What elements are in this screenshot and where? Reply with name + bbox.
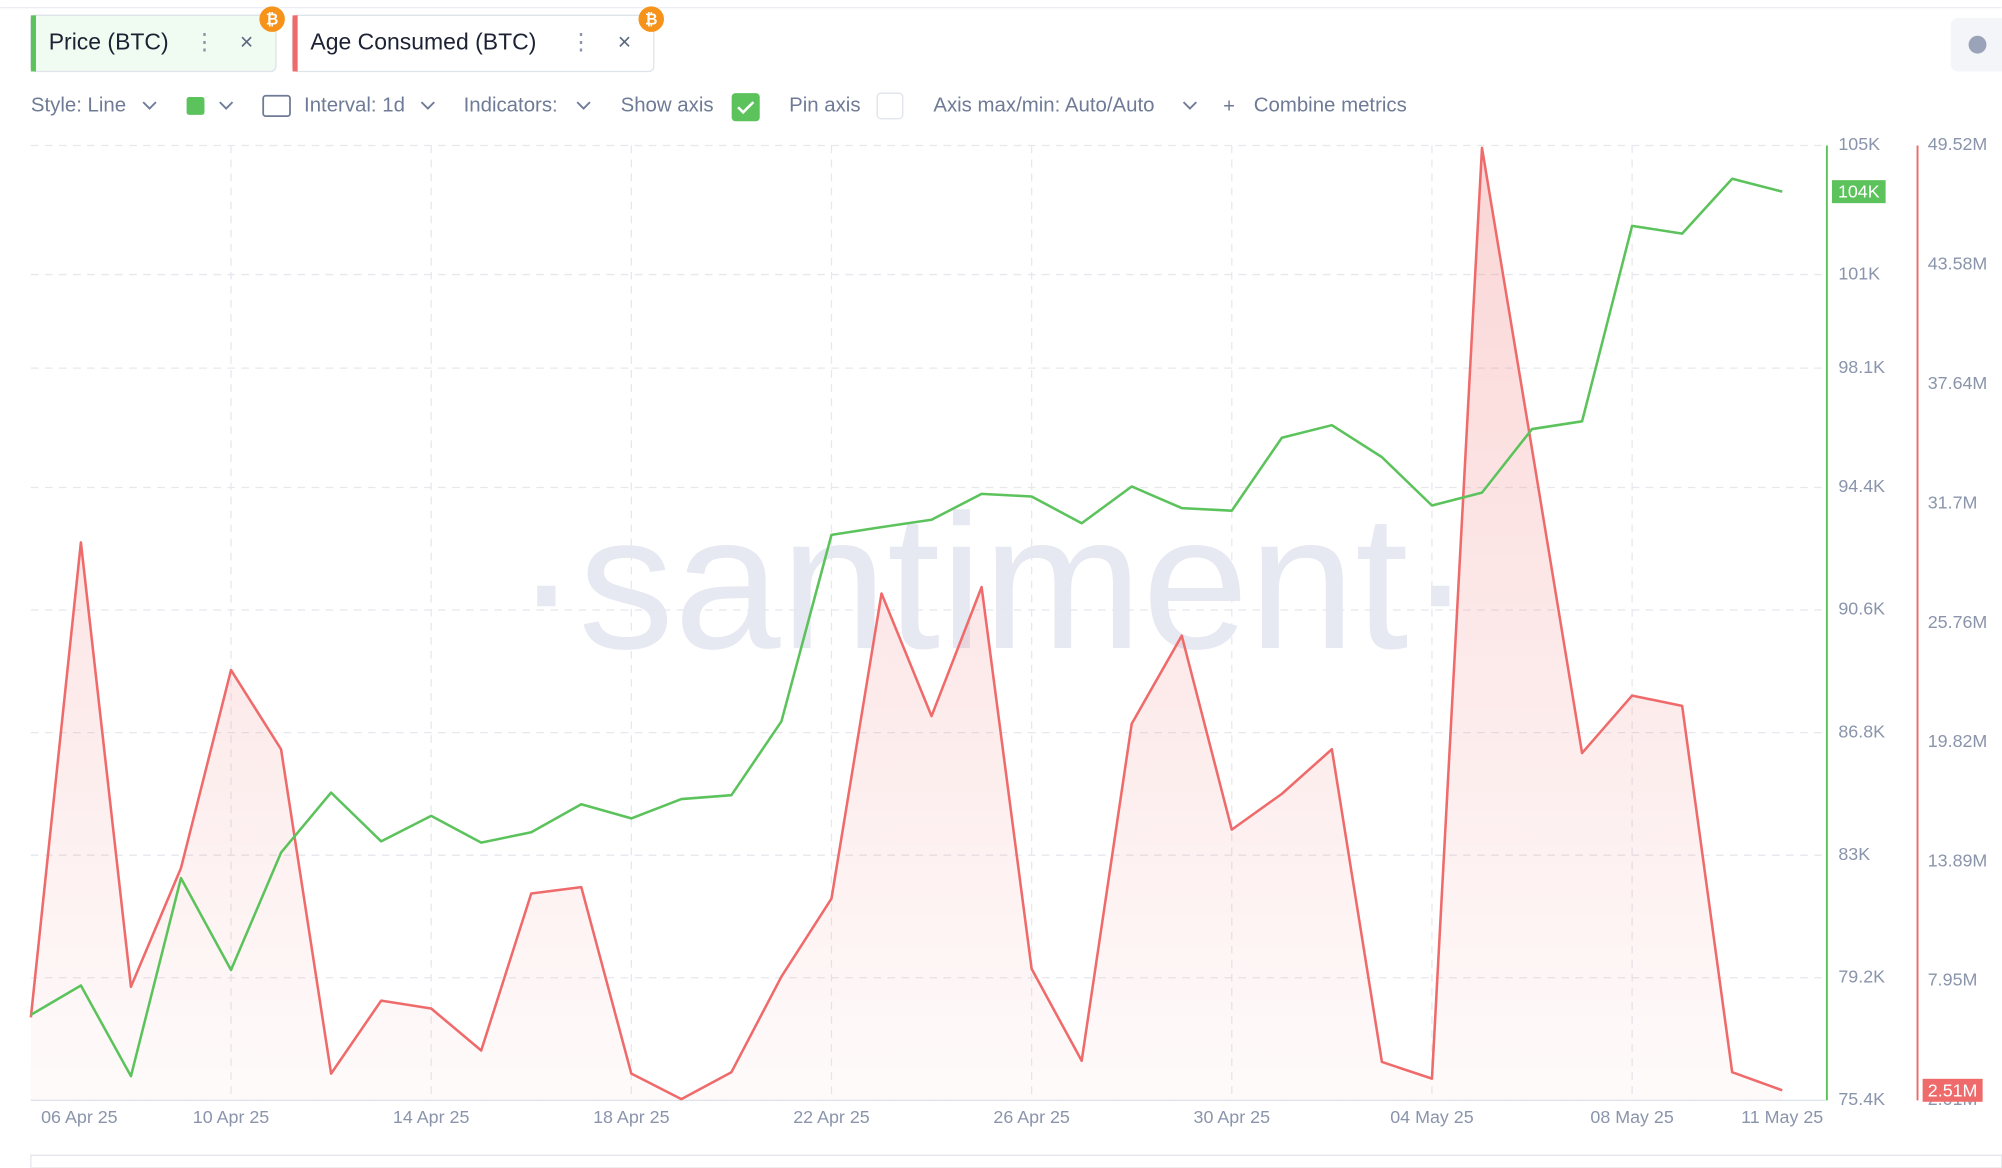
btc-icon bbox=[259, 6, 285, 32]
indicators-select[interactable]: Indicators: bbox=[464, 94, 558, 116]
y-tick-label: 86.8K bbox=[1838, 721, 1885, 741]
interval-icon bbox=[262, 94, 291, 118]
x-tick-label: 18 Apr 25 bbox=[593, 1107, 670, 1127]
chart: ·santiment· 105K 101K 98.1K 94.4K 90.6K 86.8K… bbox=[29, 134, 1988, 1127]
toggle-dot bbox=[1968, 35, 1987, 54]
combine-metrics[interactable]: Combine metrics bbox=[1254, 94, 1407, 116]
y-tick-label: 90.6K bbox=[1838, 599, 1885, 619]
chevron bbox=[420, 101, 435, 110]
y2-tick-label: 25.76M bbox=[1928, 612, 1988, 632]
plus-icon: + bbox=[1223, 96, 1235, 118]
pin-axis-label[interactable]: Pin axis bbox=[789, 94, 860, 116]
y2-tick-label: 49.52M bbox=[1928, 134, 1988, 154]
x-tick-label: 10 Apr 25 bbox=[193, 1107, 270, 1127]
tab[interactable]: Price (BTC) ⋮ × ₿ bbox=[30, 6, 285, 73]
watermark: ·santiment· bbox=[515, 475, 1473, 689]
x-tick-label: 06 Apr 25 bbox=[41, 1107, 118, 1127]
tab[interactable]: Age Consumed (BTC) ⋮ × ₿ bbox=[291, 6, 665, 73]
x-tick-label: 08 May 25 bbox=[1590, 1107, 1673, 1127]
y-tick-label: 94.4K bbox=[1838, 476, 1885, 496]
menu-icon[interactable]: ⋮ bbox=[193, 28, 216, 54]
chevron bbox=[1182, 101, 1197, 110]
x-tick-label: 30 Apr 25 bbox=[1194, 1107, 1271, 1127]
pin-axis-checkbox[interactable] bbox=[876, 92, 904, 120]
y-tick-label: 101K bbox=[1838, 263, 1880, 283]
y-tick-label: 105K bbox=[1838, 134, 1880, 154]
value-badge bbox=[1922, 1078, 1983, 1102]
style-select[interactable]: Style: Line bbox=[31, 94, 126, 116]
btc-symbol: ₿ bbox=[266, 11, 278, 28]
menu-icon[interactable]: ⋮ bbox=[570, 28, 593, 54]
x-tick-label: 26 Apr 25 bbox=[993, 1107, 1070, 1127]
chevron bbox=[142, 101, 157, 110]
x-tick-label: 14 Apr 25 bbox=[393, 1107, 470, 1127]
line bbox=[30, 177, 1783, 1078]
axis-range-select[interactable]: Axis max/min: Auto/Auto bbox=[933, 94, 1154, 116]
tab-color bbox=[292, 15, 298, 72]
y2-tick-label: 37.64M bbox=[1928, 373, 1988, 393]
chevron bbox=[576, 101, 591, 110]
show-axis-label[interactable]: Show axis bbox=[621, 94, 714, 116]
color-picker[interactable] bbox=[186, 97, 205, 115]
show-axis-checkbox[interactable] bbox=[731, 93, 760, 122]
line bbox=[29, 146, 1783, 1101]
y-tick-label: 98.1K bbox=[1838, 357, 1885, 377]
y2-tick-label: 43.58M bbox=[1928, 254, 1988, 274]
tab-color bbox=[30, 15, 36, 72]
value-badge bbox=[1832, 180, 1886, 204]
tab-label: Price (BTC) bbox=[49, 28, 169, 54]
value-label: 2.51M bbox=[1928, 1080, 1978, 1100]
interval-select[interactable]: Interval: 1d bbox=[304, 94, 405, 116]
y2-tick-label: 7.95M bbox=[1928, 970, 1978, 990]
close-icon[interactable]: × bbox=[618, 28, 631, 54]
y-tick-label: 83K bbox=[1838, 844, 1870, 864]
value-label: 104K bbox=[1838, 182, 1880, 202]
x-tick-label: 04 May 25 bbox=[1390, 1107, 1473, 1127]
x-tick-label: 22 Apr 25 bbox=[793, 1107, 870, 1127]
close-icon[interactable]: × bbox=[240, 28, 253, 54]
area bbox=[30, 147, 1783, 1101]
y2-tick-label: 31.7M bbox=[1928, 492, 1978, 512]
tab-label: Age Consumed (BTC) bbox=[310, 28, 536, 54]
chevron bbox=[219, 101, 234, 110]
x-tick-label: 11 May 25 bbox=[1741, 1107, 1823, 1127]
navigator[interactable] bbox=[30, 1154, 2002, 1168]
btc-icon bbox=[638, 6, 665, 32]
btc-symbol: ₿ bbox=[645, 11, 657, 28]
y2-tick-label: 19.82M bbox=[1928, 731, 1988, 751]
y-tick-label: 75.4K bbox=[1838, 1089, 1885, 1109]
check bbox=[737, 101, 755, 115]
y2-tick-label: 13.89M bbox=[1928, 850, 1988, 870]
y-tick-label: 79.2K bbox=[1838, 966, 1885, 986]
